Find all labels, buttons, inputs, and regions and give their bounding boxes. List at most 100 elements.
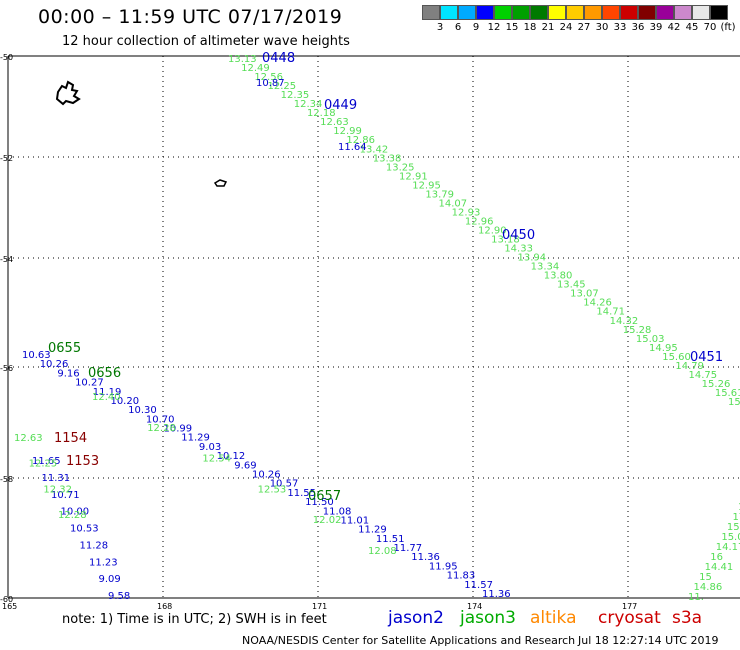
swh-value: 17. — [732, 512, 740, 523]
lat-label: -56 — [0, 364, 13, 373]
swh-value: 11.08 — [323, 506, 352, 517]
swh-value: 12.56 — [254, 72, 283, 83]
swh-value: 11.83 — [447, 571, 476, 582]
swh-value: 14.95 — [649, 343, 678, 354]
scale-swatch — [674, 5, 692, 20]
lat-label: -50 — [0, 53, 13, 62]
swh-value: 11.65 — [32, 456, 61, 467]
wave-tracks: 13.1312.4912.5612.2512.3512.3412.1812.63… — [14, 51, 740, 603]
scale-swatch — [476, 5, 494, 20]
lat-label: -52 — [0, 154, 13, 163]
swh-value: 10.27 — [75, 378, 104, 389]
swh-value: 11.29 — [358, 525, 387, 536]
swh-value: 13.80 — [544, 271, 573, 282]
swh-value: 12.99 — [333, 126, 362, 137]
swh-value: 10.20 — [110, 396, 139, 407]
swh-value: 11.01 — [340, 515, 369, 526]
swh-value: 14.32 — [610, 316, 639, 327]
pass-label: 0656 — [88, 366, 121, 381]
swh-value: 12.49 — [241, 63, 270, 74]
swh-value: 13.34 — [531, 262, 560, 273]
swh-value: 11.31 — [42, 473, 71, 484]
swh-value: 14.71 — [596, 307, 625, 318]
swh-value: 12.35 — [281, 90, 310, 101]
lon-label: 168 — [157, 602, 172, 611]
swh-value: 12.02 — [313, 515, 342, 526]
pass-label: 1153 — [66, 454, 99, 469]
swh-value: 14.86 — [694, 582, 723, 593]
swh-value: 12.18 — [307, 108, 336, 119]
pass-label: 0451 — [690, 350, 723, 365]
swh-value: 9.09 — [99, 574, 121, 585]
scale-label: 24 — [559, 22, 573, 33]
swh-value: 12.93 — [452, 207, 481, 218]
pass-label: 0448 — [262, 51, 295, 66]
swh-value: 9.03 — [199, 442, 221, 453]
swh-value: 14. — [738, 502, 740, 513]
swh-value: 12.32 — [43, 484, 72, 495]
swh-value: 11.55 — [287, 488, 316, 499]
scale-label: 27 — [577, 22, 591, 33]
swh-value: 12.96 — [465, 216, 494, 227]
swh-value: 11.19 — [93, 387, 122, 398]
swh-value: 15.4 — [727, 522, 740, 533]
swh-value: 15.61 — [715, 388, 740, 399]
scale-label: 39 — [649, 22, 663, 33]
swh-value: 10.30 — [128, 405, 157, 416]
scale-label: 12 — [487, 22, 501, 33]
scale-swatch — [710, 5, 728, 20]
scale-label: 45 — [685, 22, 699, 33]
scale-swatch — [458, 5, 476, 20]
scale-label: 3 — [436, 22, 444, 33]
credit: NOAA/NESDIS Center for Satellite Applica… — [242, 634, 576, 647]
swh-value: 9.69 — [234, 460, 256, 471]
lat-label: -60 — [0, 595, 13, 604]
legend-jason3: jason3 — [460, 608, 516, 628]
footnote: note: 1) Time is in UTC; 2) SWH is in fe… — [62, 612, 327, 627]
legend-s3a: s3a — [672, 608, 703, 628]
swh-value: 12.28 — [147, 423, 176, 434]
swh-value: 9.58 — [108, 591, 130, 602]
swh-value: 13.13 — [228, 54, 257, 65]
scale-swatch — [638, 5, 656, 20]
swh-value: 12.91 — [399, 171, 428, 182]
auckland-islands — [55, 80, 81, 106]
swh-value: 10.57 — [270, 479, 299, 490]
swh-value: 13.18 — [491, 235, 520, 246]
swh-value: 14.79 — [675, 361, 704, 372]
swh-value: 12.28 — [58, 510, 87, 521]
swh-value: 11.95 — [429, 561, 458, 572]
scale-swatch — [620, 5, 638, 20]
swh-value: 12.90 — [478, 226, 507, 237]
pass-label: 0657 — [308, 489, 341, 504]
swh-value: 13.45 — [557, 280, 586, 291]
campbell-island — [213, 179, 228, 187]
swh-value: 13.79 — [425, 189, 454, 200]
scale-swatch — [692, 5, 710, 20]
swh-value: 9.16 — [57, 368, 79, 379]
scale-label: 70 — [703, 22, 717, 33]
swh-value: 12.63 — [14, 433, 43, 444]
swh-value: 15.26 — [702, 379, 731, 390]
swh-value: 10.71 — [51, 490, 80, 501]
scale-swatch — [512, 5, 530, 20]
swh-value: 12.34 — [294, 99, 323, 110]
scale-label: 30 — [595, 22, 609, 33]
swh-value: 10.12 — [217, 451, 246, 462]
swh-value: 12.40 — [92, 392, 121, 403]
swh-value: 14.33 — [504, 244, 533, 255]
swh-value: 10.26 — [252, 470, 281, 481]
scale-swatch — [548, 5, 566, 20]
map-grid — [7, 55, 740, 599]
swh-value: 11.36 — [411, 552, 440, 563]
page-title: 00:00 – 11:59 UTC 07/17/2019 — [38, 6, 343, 28]
islands — [55, 80, 228, 187]
legend-altika: altika — [530, 608, 577, 628]
swh-value: 13.94 — [517, 253, 546, 264]
swh-value: 14.17 — [716, 542, 740, 553]
swh-value: 13.38 — [373, 153, 402, 164]
lon-label: 171 — [312, 602, 327, 611]
swh-value: 15.03 — [636, 334, 665, 345]
